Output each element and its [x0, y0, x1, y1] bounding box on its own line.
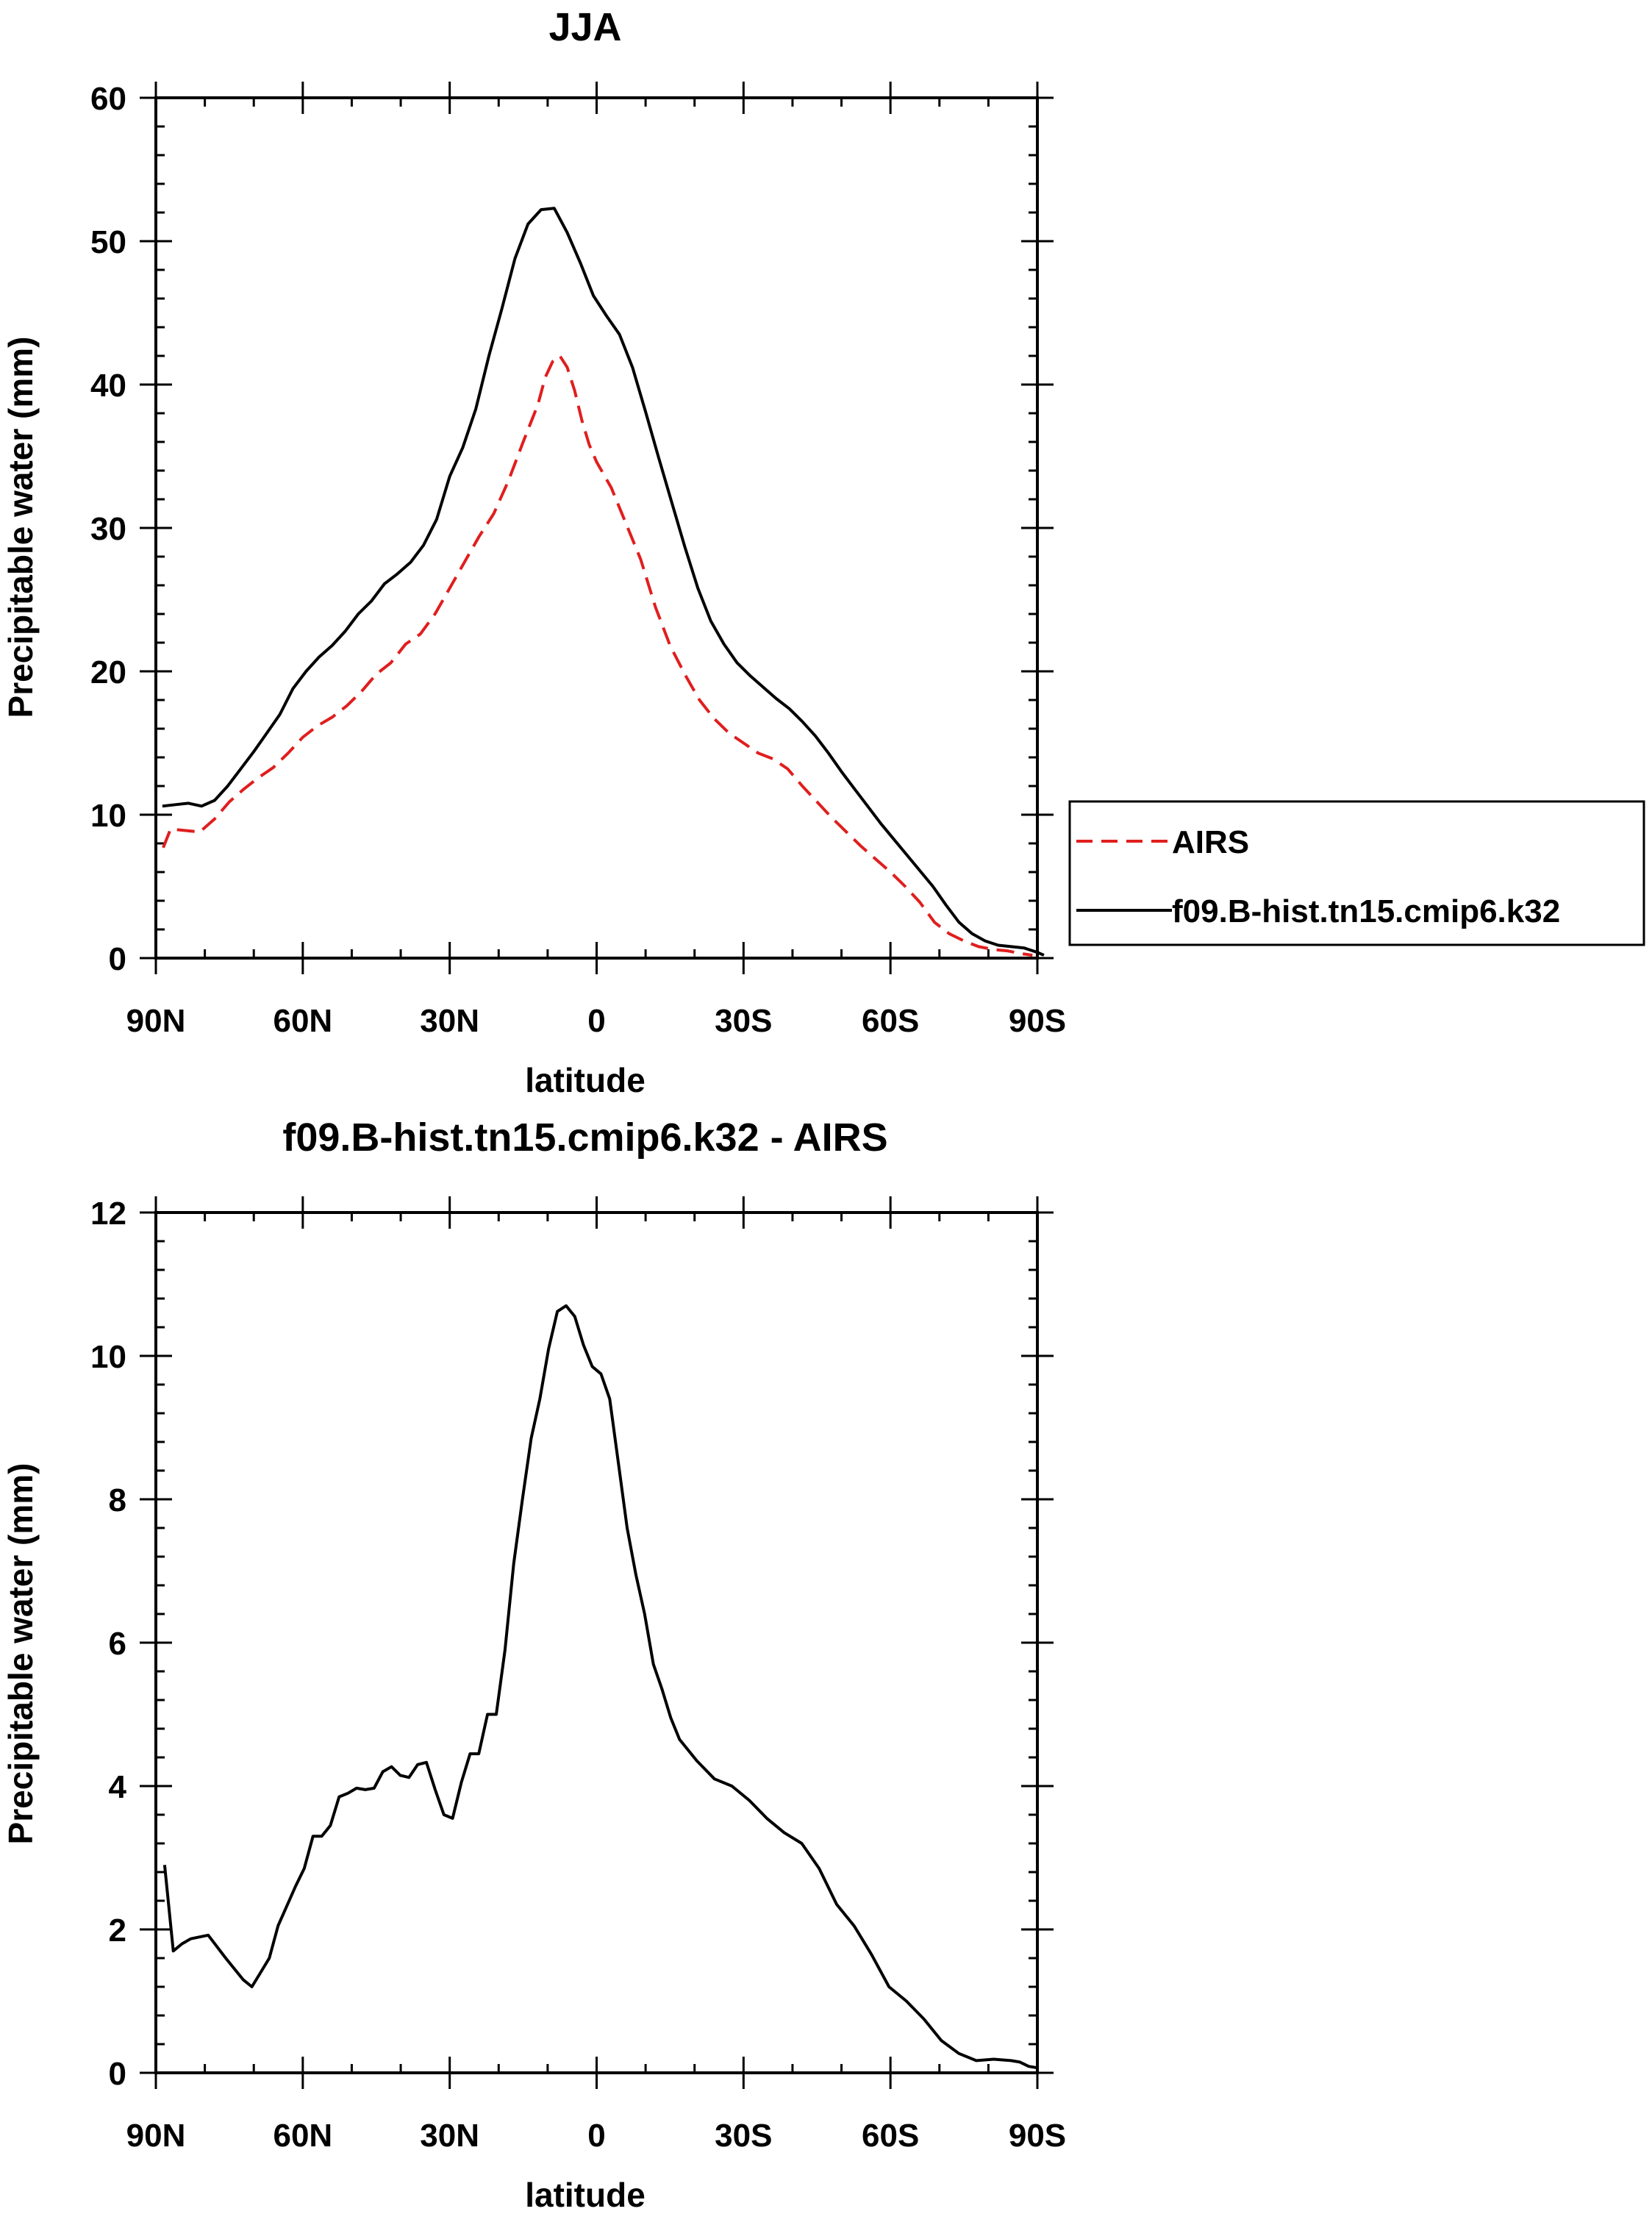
y-tick-label: 40 [90, 368, 126, 404]
top-x-axis-label: latitude [525, 1061, 646, 1099]
x-tick-label: 90N [126, 2118, 186, 2154]
x-tick-label: 60N [273, 1003, 332, 1039]
bottom-axis-ticks: 0 2 4 6 8 10 12 90N 60N 30N 0 30S 60S 90S [90, 1196, 1066, 2154]
y-tick-label: 0 [109, 2056, 126, 2092]
top-panel: JJA Precipitable water (mm) latitude 0 10… [1, 5, 1066, 1099]
bottom-chart-title: f09.B-hist.tn15.cmip6.k32 - AIRS [282, 1115, 887, 1160]
top-series-lines [162, 207, 1045, 957]
model-line [162, 207, 1045, 957]
x-tick-label: 90S [1009, 2118, 1066, 2154]
x-tick-label: 90N [126, 1003, 186, 1039]
y-tick-label: 60 [90, 81, 126, 117]
x-tick-label: 30S [715, 2118, 772, 2154]
legend: AIRS f09.B-hist.tn15.cmip6.k32 [1068, 800, 1645, 946]
x-tick-label: 0 [587, 1003, 605, 1039]
x-tick-label: 0 [587, 2118, 605, 2154]
bottom-panel: f09.B-hist.tn15.cmip6.k32 - AIRS Precipi… [1, 1115, 1066, 2214]
y-tick-label: 2 [109, 1913, 126, 1949]
legend-model-label: f09.B-hist.tn15.cmip6.k32 [1172, 893, 1560, 929]
bottom-x-axis-label: latitude [525, 2176, 646, 2214]
airs-line [162, 354, 1033, 957]
top-y-axis-label: Precipitable water (mm) [1, 337, 40, 718]
top-axis-ticks: 0 10 20 30 40 50 60 90N 60N 30N 0 30S 60S 90S [90, 81, 1066, 1039]
x-tick-label: 90S [1009, 1003, 1066, 1039]
x-tick-label: 60N [273, 2118, 332, 2154]
y-tick-label: 20 [90, 654, 126, 690]
y-tick-label: 0 [109, 941, 126, 977]
legend-airs-label: AIRS [1172, 824, 1249, 860]
y-tick-label: 4 [109, 1769, 127, 1805]
x-tick-label: 30S [715, 1003, 772, 1039]
y-tick-label: 50 [90, 224, 126, 260]
x-tick-label: 30N [420, 1003, 479, 1039]
bottom-y-axis-label: Precipitable water (mm) [1, 1463, 40, 1845]
legend-box [1068, 800, 1645, 946]
y-tick-label: 30 [90, 511, 126, 547]
difference-line [162, 1304, 1038, 2070]
y-tick-label: 8 [109, 1482, 126, 1518]
x-tick-label: 30N [420, 2118, 479, 2154]
bottom-plot-frame [154, 1211, 1039, 2074]
y-tick-label: 10 [90, 1339, 126, 1375]
x-tick-label: 60S [862, 2118, 919, 2154]
top-plot-frame [154, 96, 1039, 960]
x-tick-label: 60S [862, 1003, 919, 1039]
bottom-series-lines [162, 1304, 1038, 2070]
y-tick-label: 6 [109, 1626, 126, 1662]
y-tick-label: 12 [90, 1196, 126, 1232]
top-chart-title: JJA [548, 5, 621, 49]
y-tick-label: 10 [90, 798, 126, 834]
